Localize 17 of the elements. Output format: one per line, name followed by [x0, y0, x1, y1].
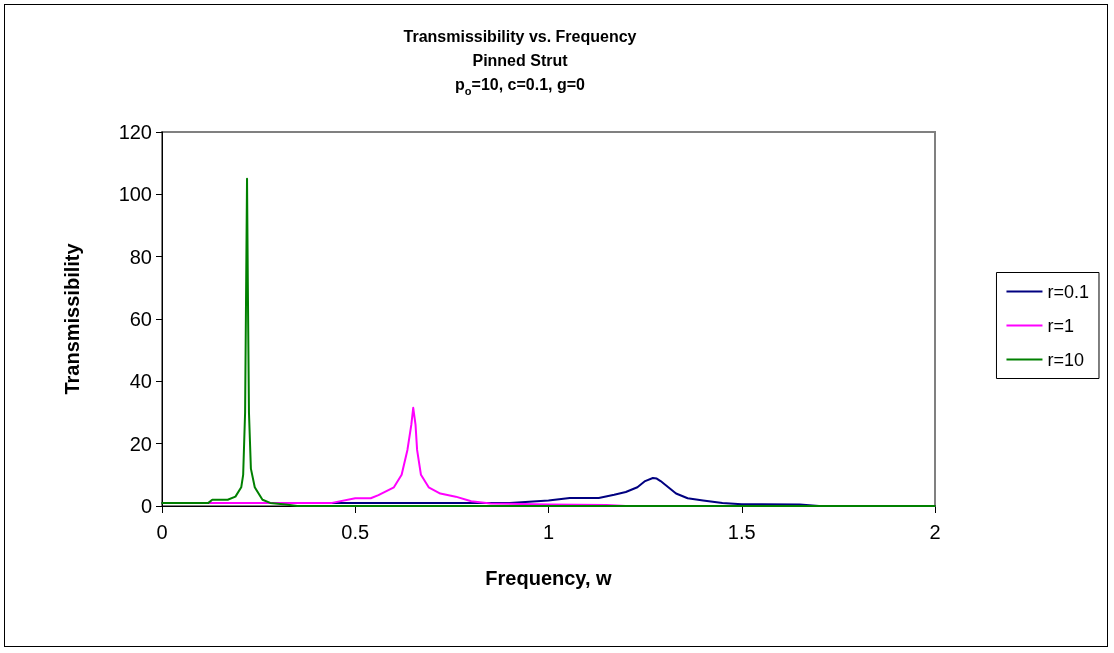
legend-label: r=10 [1047, 349, 1084, 370]
y-tick-label: 20 [129, 432, 152, 455]
legend-label: r=0.1 [1047, 281, 1089, 302]
x-tick-label: 0 [156, 521, 168, 543]
x-tick-label: 1.5 [727, 521, 756, 543]
x-tick-label: 2 [929, 521, 941, 543]
legend-label: r=1 [1047, 315, 1074, 336]
y-tick-label: 80 [129, 245, 152, 268]
x-tick-label: 0.5 [341, 521, 370, 543]
y-tick-label: 60 [129, 308, 152, 330]
y-tick-label: 0 [140, 495, 152, 517]
y-axis-title: Transmissibility [61, 242, 83, 395]
y-tick-label: 40 [129, 370, 152, 393]
y-tick-label: 120 [118, 121, 152, 143]
x-tick-label: 1 [542, 521, 555, 543]
x-axis-title: Frequency, w [485, 567, 613, 589]
y-tick-label: 100 [118, 183, 152, 206]
